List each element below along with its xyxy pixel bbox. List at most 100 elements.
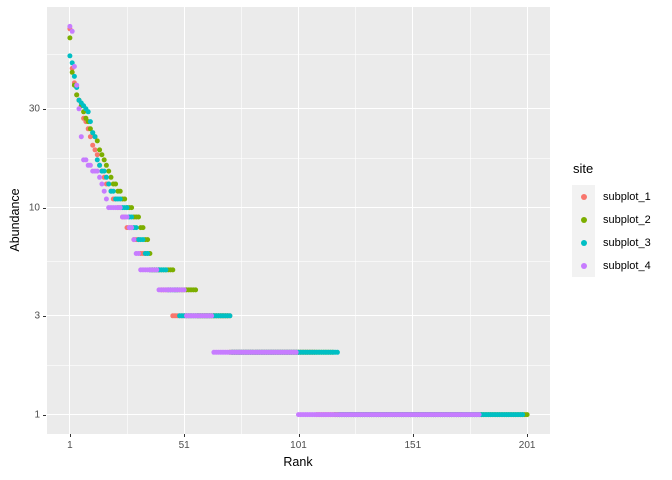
- data-point-subplot_2: [74, 92, 80, 98]
- data-point-subplot_1: [94, 152, 100, 158]
- gridline-x-minor: [469, 7, 471, 434]
- data-point-subplot_4: [129, 225, 135, 231]
- data-point-subplot_2: [87, 126, 93, 132]
- data-point-subplot_3: [227, 313, 233, 319]
- data-point-subplot_3: [71, 73, 77, 79]
- data-point-subplot_2: [524, 412, 530, 418]
- data-point-subplot_3: [163, 267, 169, 273]
- x-tick-mark: [298, 434, 300, 437]
- legend: site subplot_1 subplot_2 subplot_3 subpl…: [572, 161, 651, 277]
- data-point-subplot_2: [122, 196, 128, 202]
- data-point-subplot_3: [106, 181, 112, 187]
- data-point-subplot_4: [209, 313, 215, 319]
- plot-panel: [47, 7, 550, 434]
- data-point-subplot_3: [145, 251, 151, 256]
- data-point-subplot_4: [136, 251, 141, 256]
- data-point-subplot_3: [94, 157, 100, 163]
- data-point-subplot_3: [69, 60, 75, 66]
- y-tick-label: 30: [28, 103, 40, 115]
- data-point-subplot_3: [101, 168, 107, 174]
- data-point-subplot_2: [117, 188, 123, 194]
- data-point-subplot_2: [101, 157, 107, 163]
- x-tick-label: 1: [67, 440, 73, 451]
- data-point-subplot_2: [113, 181, 119, 187]
- x-tick-label: 51: [178, 440, 190, 451]
- data-point-subplot_4: [181, 287, 187, 293]
- data-points-layer: [67, 23, 530, 418]
- data-point-subplot_2: [170, 267, 176, 273]
- data-point-subplot_4: [76, 106, 82, 112]
- legend-keys: subplot_1 subplot_2 subplot_3 subplot_4: [572, 185, 651, 277]
- legend-item-subplot_1: subplot_1: [572, 185, 651, 208]
- data-point-subplot_2: [193, 287, 199, 293]
- legend-item-subplot_2: subplot_2: [572, 208, 651, 231]
- data-point-subplot_2: [99, 152, 105, 158]
- data-point-subplot_4: [87, 162, 93, 168]
- x-tick-mark: [412, 434, 414, 437]
- data-point-subplot_1: [87, 134, 93, 140]
- data-point-subplot_2: [108, 174, 114, 180]
- data-point-subplot_4: [94, 168, 100, 174]
- data-point-subplot_4: [103, 196, 109, 202]
- data-point-subplot_3: [92, 134, 98, 140]
- legend-item-subplot_3: subplot_3: [572, 231, 651, 254]
- data-point-subplot_3: [334, 349, 340, 355]
- legend-key: [572, 208, 595, 231]
- data-point-subplot_4: [117, 205, 123, 211]
- gridline-x-major: [183, 7, 185, 434]
- y-axis-title: Abundance: [8, 188, 22, 252]
- data-point-subplot_2: [140, 225, 146, 231]
- data-point-subplot_3: [140, 237, 146, 243]
- data-point-subplot_3: [97, 162, 103, 168]
- gridline-x-major: [412, 7, 414, 434]
- y-tick-label: 10: [28, 202, 40, 214]
- legend-key: [572, 254, 595, 277]
- data-point-subplot_4: [78, 134, 84, 140]
- gridline-x-major: [69, 7, 71, 434]
- data-point-subplot_3: [67, 53, 73, 59]
- x-tick-label: 101: [290, 440, 307, 451]
- legend-item-label: subplot_2: [603, 213, 651, 226]
- legend-item-label: subplot_4: [603, 259, 651, 272]
- y-tick-mark: [43, 207, 46, 209]
- data-point-subplot_4: [476, 412, 482, 418]
- data-point-subplot_3: [85, 109, 91, 115]
- data-point-subplot_4: [293, 349, 299, 355]
- data-point-subplot_4: [101, 188, 107, 194]
- data-point-subplot_3: [129, 214, 135, 220]
- gridline-x-major: [526, 7, 528, 434]
- legend-item-label: subplot_3: [603, 236, 651, 249]
- legend-point-icon: [580, 193, 587, 200]
- y-tick-mark: [43, 414, 46, 416]
- legend-key: [572, 231, 595, 254]
- legend-title: site: [573, 161, 594, 176]
- data-point-subplot_3: [520, 412, 526, 418]
- data-point-subplot_4: [67, 23, 73, 29]
- legend-item-subplot_4: subplot_4: [572, 254, 651, 277]
- legend-point-icon: [580, 216, 587, 223]
- x-tick-label: 201: [518, 440, 536, 451]
- y-tick-mark: [43, 315, 46, 317]
- data-point-subplot_2: [94, 138, 100, 144]
- x-tick-mark: [527, 434, 529, 437]
- data-point-subplot_3: [124, 205, 130, 211]
- data-point-subplot_4: [131, 237, 137, 243]
- data-point-subplot_3: [90, 130, 96, 136]
- data-point-subplot_4: [99, 181, 105, 187]
- y-tick-label: 1: [34, 409, 40, 421]
- data-point-subplot_2: [69, 69, 75, 75]
- x-tick-mark: [69, 434, 71, 437]
- data-point-subplot_2: [136, 214, 141, 220]
- x-tick-label: 151: [404, 440, 422, 451]
- data-point-subplot_4: [83, 157, 89, 163]
- data-point-subplot_4: [154, 267, 160, 273]
- data-point-subplot_2: [103, 162, 109, 168]
- data-point-subplot_4: [97, 174, 103, 180]
- data-point-subplot_4: [124, 214, 130, 220]
- gridline-x-minor: [240, 7, 242, 434]
- x-tick-mark: [184, 434, 186, 437]
- legend-point-icon: [580, 239, 587, 246]
- data-point-subplot_2: [106, 168, 112, 174]
- data-point-subplot_3: [133, 225, 139, 231]
- y-tick-mark: [43, 108, 46, 110]
